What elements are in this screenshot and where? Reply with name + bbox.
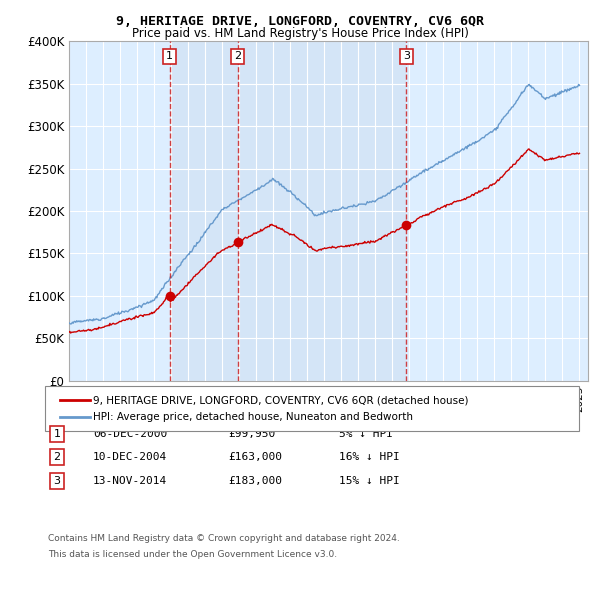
Text: 3: 3 <box>403 51 410 61</box>
Text: 10-DEC-2004: 10-DEC-2004 <box>93 453 167 462</box>
Text: £163,000: £163,000 <box>228 453 282 462</box>
Text: 9, HERITAGE DRIVE, LONGFORD, COVENTRY, CV6 6QR: 9, HERITAGE DRIVE, LONGFORD, COVENTRY, C… <box>116 15 484 28</box>
Text: This data is licensed under the Open Government Licence v3.0.: This data is licensed under the Open Gov… <box>48 550 337 559</box>
Text: 13-NOV-2014: 13-NOV-2014 <box>93 476 167 486</box>
Text: £99,950: £99,950 <box>228 429 275 438</box>
Text: HPI: Average price, detached house, Nuneaton and Bedworth: HPI: Average price, detached house, Nune… <box>93 412 413 422</box>
Bar <box>238 41 406 381</box>
Text: 1: 1 <box>53 429 61 438</box>
Text: Contains HM Land Registry data © Crown copyright and database right 2024.: Contains HM Land Registry data © Crown c… <box>48 534 400 543</box>
Text: 3: 3 <box>53 476 61 486</box>
Bar <box>170 41 238 381</box>
Text: 9, HERITAGE DRIVE, LONGFORD, COVENTRY, CV6 6QR (detached house): 9, HERITAGE DRIVE, LONGFORD, COVENTRY, C… <box>93 395 469 405</box>
Text: 15% ↓ HPI: 15% ↓ HPI <box>339 476 400 486</box>
Text: 2: 2 <box>53 453 61 462</box>
Text: 16% ↓ HPI: 16% ↓ HPI <box>339 453 400 462</box>
Text: 06-DEC-2000: 06-DEC-2000 <box>93 429 167 438</box>
Text: £183,000: £183,000 <box>228 476 282 486</box>
Text: 1: 1 <box>166 51 173 61</box>
Text: 2: 2 <box>234 51 241 61</box>
Text: Price paid vs. HM Land Registry's House Price Index (HPI): Price paid vs. HM Land Registry's House … <box>131 27 469 40</box>
Text: 5% ↓ HPI: 5% ↓ HPI <box>339 429 393 438</box>
